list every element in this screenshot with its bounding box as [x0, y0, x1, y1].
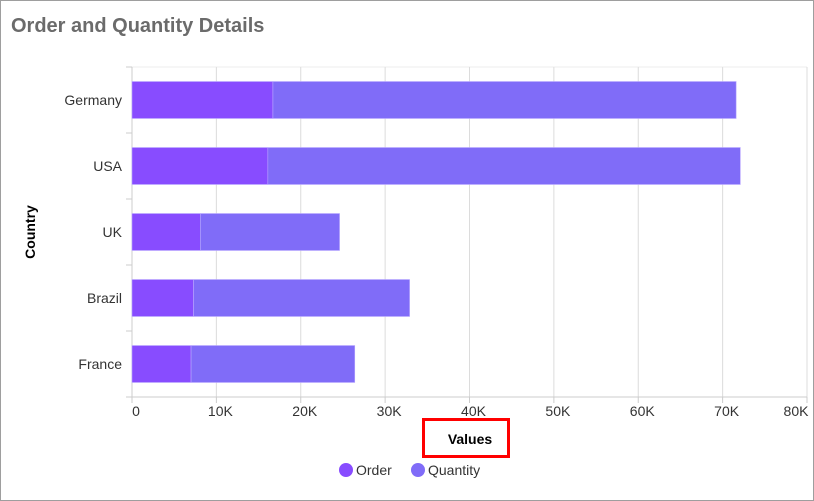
- x-tick-label: 30K: [377, 403, 403, 419]
- chart-title: Order and Quantity Details: [11, 15, 265, 37]
- y-tick-label: Brazil: [87, 290, 122, 306]
- legend-label-order: Order: [356, 462, 392, 478]
- bar-order-uk: [131, 213, 201, 251]
- bar-quantity-brazil: [193, 279, 410, 317]
- bar-order-usa: [131, 147, 269, 185]
- bar-quantity-uk: [200, 213, 340, 251]
- x-tick-label: 0: [132, 403, 140, 419]
- xlabel-highlight-box: [422, 418, 510, 458]
- x-tick-label: 60K: [630, 403, 656, 419]
- bar-quantity-france: [190, 345, 356, 383]
- y-tick-label: UK: [103, 224, 123, 240]
- bar-quantity-usa: [267, 147, 741, 185]
- legend-marker-order: [339, 463, 353, 477]
- bar-order-germany: [131, 81, 274, 119]
- bar-order-france: [131, 345, 192, 383]
- x-axis-title: Values: [448, 431, 493, 447]
- x-tick-label: 80K: [784, 403, 810, 419]
- x-tick-label: 70K: [714, 403, 740, 419]
- legend-marker-quantity: [411, 463, 425, 477]
- legend-label-quantity: Quantity: [428, 462, 480, 478]
- y-tick-label: USA: [93, 158, 122, 174]
- y-tick-label: France: [78, 356, 122, 372]
- x-tick-label: 10K: [208, 403, 234, 419]
- y-tick-label: Germany: [64, 92, 122, 108]
- x-tick-label: 50K: [545, 403, 571, 419]
- bar-order-brazil: [131, 279, 194, 317]
- y-axis-title: Country: [22, 205, 38, 259]
- x-tick-label: 20K: [292, 403, 318, 419]
- x-tick-label: 40K: [461, 403, 487, 419]
- bar-quantity-germany: [272, 81, 737, 119]
